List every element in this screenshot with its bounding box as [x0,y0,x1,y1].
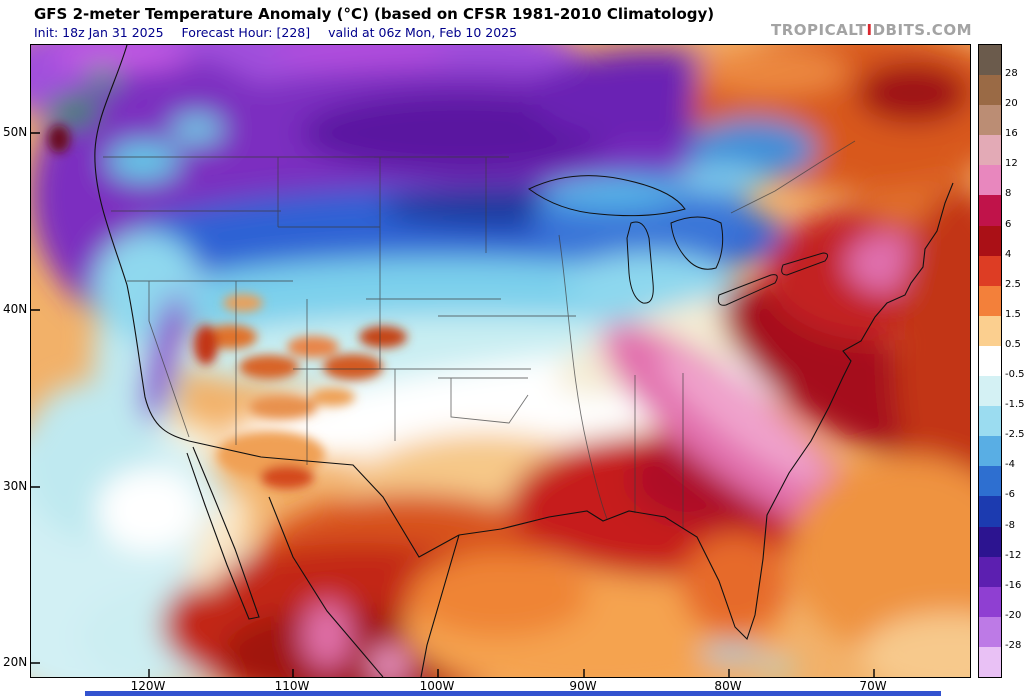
colorbar-segment [979,285,1001,316]
colorbar-tick-label: 1.5 [1005,309,1021,320]
colorbar-segment [979,195,1001,226]
axis-ticks [31,132,875,677]
animation-progress-bar[interactable] [85,691,941,696]
watermark-pre: TROPICALT [770,21,867,39]
great-lakes [528,175,829,306]
colorbar-tick-label: 12 [1005,158,1018,169]
colorbar-tick-label: -12 [1005,550,1022,561]
init-time: Init: 18z Jan 31 2025 [34,25,164,40]
colorbar-tick-label: -4 [1005,459,1015,470]
forecast-hour: Forecast Hour: [228] [181,25,311,40]
colorbar-tick-label: 8 [1005,188,1012,199]
colorbar-tick-label: 4 [1005,249,1012,260]
valid-time: valid at 06z Mon, Feb 10 2025 [328,25,518,40]
colorbar-segment [979,315,1001,346]
watermark: TROPICALTIDBITS.COM [771,21,972,39]
colorbar-segment [979,646,1001,677]
colorbar-segment [979,376,1001,407]
colorbar-tick-label: -8 [1005,520,1015,531]
colorbar-tick-label: -28 [1005,640,1022,651]
colorbar-tick-label: -6 [1005,489,1015,500]
anomaly-field [31,45,970,677]
lat-tick-label: 40N [3,302,28,316]
colorbar-segment [979,556,1001,587]
colorbar-tick-label: 6 [1005,219,1012,230]
colorbar-segment [979,406,1001,437]
colorbar-segment [979,105,1001,136]
colorbar-tick-label: 16 [1005,128,1018,139]
colorbar-tick-label: 2.5 [1005,279,1021,290]
terrain-speckles [48,125,407,489]
colorbar-segment [979,135,1001,166]
colorbar-segment [979,345,1001,377]
colorbar-segment [979,75,1001,106]
coastlines [94,45,954,677]
colorbar-tick-label: -16 [1005,580,1022,591]
colorbar-segment [979,466,1001,497]
watermark-accent: I [866,21,873,39]
map-title: GFS 2-meter Temperature Anomaly (°C) (ba… [34,5,715,23]
colorbar-segment [979,526,1001,557]
colorbar-tick-label: 20 [1005,98,1018,109]
state-borders [103,140,856,529]
colorbar-tick-label: 28 [1005,68,1018,79]
colorbar-segment [979,165,1001,196]
colorbar-tick-label: -20 [1005,610,1022,621]
colorbar-segment [979,436,1001,467]
lat-tick-label: 20N [3,655,28,669]
colorbar-tick-label: -2.5 [1005,429,1024,440]
colorbar-segment [979,225,1001,256]
colorbar-segment [979,586,1001,617]
lat-tick-label: 30N [3,479,28,493]
anomaly-map [30,44,971,678]
colorbar [978,44,1002,678]
lat-tick-label: 50N [3,125,28,139]
run-info: Init: 18z Jan 31 2025 Forecast Hour: [228… [34,25,535,40]
colorbar-segment [979,496,1001,527]
colorbar-labels: 28 20 16 12 8 6 4 2.5 1.5 0.5 -0.5 -1.5 -2.5 -4 -6 -8 -1… [1005,44,1024,678]
colorbar-tick-label: 0.5 [1005,339,1021,350]
colorbar-segment [979,255,1001,286]
watermark-post: DBITS.COM [872,21,972,39]
anomaly-map-canvas [31,45,970,677]
colorbar-segment [979,45,1001,76]
colorbar-tick-label: -0.5 [1005,369,1024,380]
colorbar-tick-label: -1.5 [1005,399,1024,410]
colorbar-segment [979,616,1001,647]
